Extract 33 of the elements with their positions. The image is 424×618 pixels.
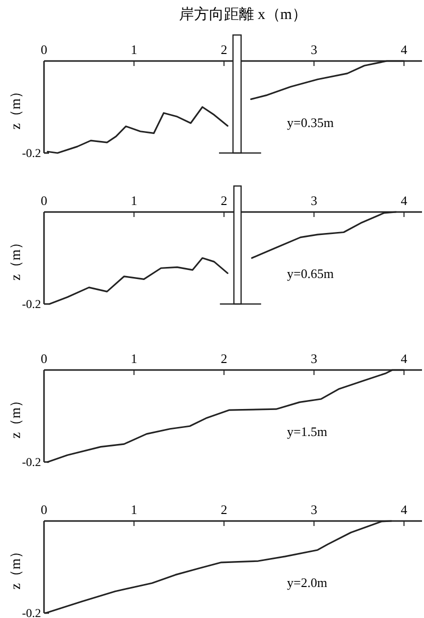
x-tick-label: 4 [400, 502, 408, 517]
text: -0.2 [22, 606, 41, 618]
x-tick-label: 0 [40, 193, 48, 208]
x-tick-label: 1 [130, 351, 138, 366]
x-tick-label: 4 [400, 42, 408, 57]
x-tick-label: 4 [400, 351, 408, 366]
text: -0.2 [22, 455, 41, 469]
x-tick-label: 0 [40, 502, 48, 517]
annotation: y=2.0m [287, 575, 328, 590]
x-tick-label: 3 [310, 193, 318, 208]
x-tick-label: 1 [130, 502, 138, 517]
y-axis-title: z（m） [9, 84, 24, 130]
x-tick-label: 2 [220, 42, 228, 57]
x-tick-label: 0 [40, 351, 48, 366]
x-tick-label: 3 [310, 351, 318, 366]
x-tick-label: 2 [220, 502, 228, 517]
x-tick-label: 1 [130, 193, 138, 208]
y-axis-title: z（m） [9, 393, 24, 439]
x-axis-title: 岸方向距離 x（m） [179, 6, 307, 23]
y-axis-title: z（m） [9, 544, 24, 590]
annotation: y=0.35m [287, 115, 334, 130]
x-tick-label: 3 [310, 42, 318, 57]
x-tick-label: 2 [220, 351, 228, 366]
x-tick-label: 4 [400, 193, 408, 208]
x-tick-label: 1 [130, 42, 138, 57]
annotation: y=1.5m [287, 424, 328, 440]
x-tick-label: 0 [40, 42, 48, 57]
text: -0.2 [22, 146, 41, 160]
y-axis-title: z（m） [9, 235, 24, 281]
x-tick-label: 2 [220, 193, 228, 208]
text: -0.2 [22, 297, 41, 311]
x-tick-label: 3 [310, 502, 318, 517]
annotation: y=0.65m [287, 266, 334, 282]
